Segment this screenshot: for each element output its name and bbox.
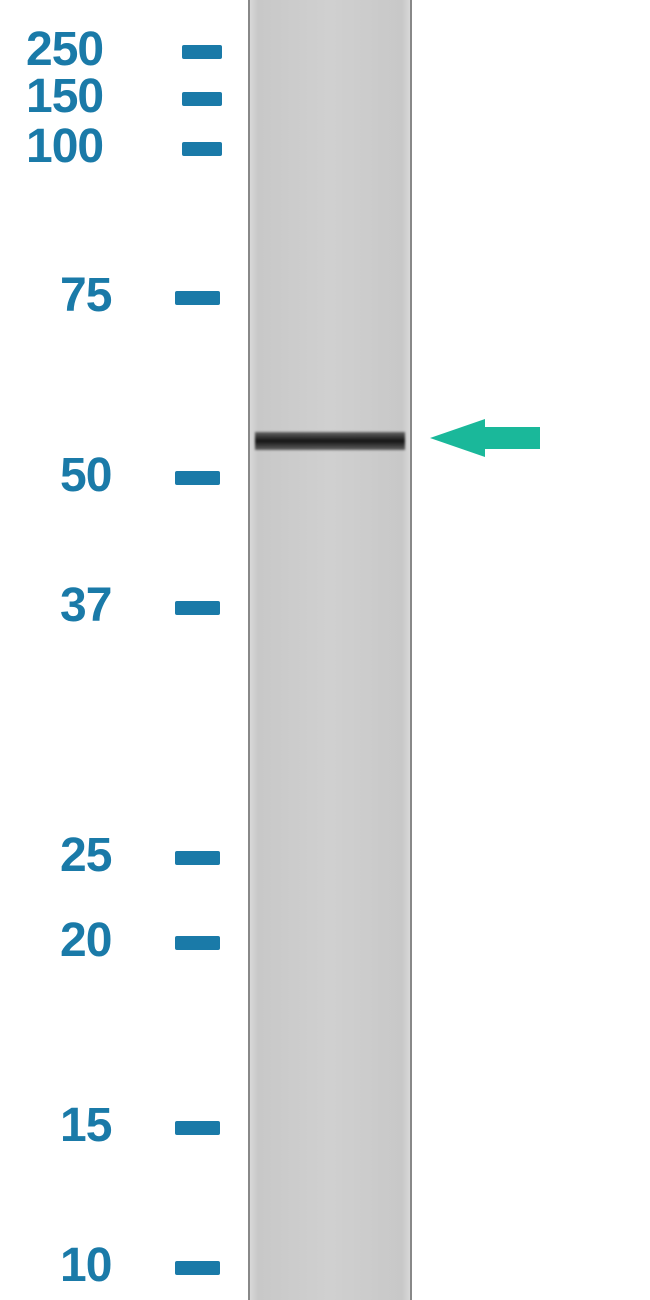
marker-label-37: 37 bbox=[60, 578, 111, 633]
marker-label-150: 150 bbox=[26, 69, 103, 124]
western-blot-figure: 25015010075503725201510 bbox=[0, 0, 650, 1300]
lane-right-border bbox=[410, 0, 412, 1300]
marker-label-50: 50 bbox=[60, 448, 111, 503]
marker-label-25: 25 bbox=[60, 828, 111, 883]
marker-label-100: 100 bbox=[26, 119, 103, 174]
marker-label-15: 15 bbox=[60, 1098, 111, 1153]
marker-tick-100 bbox=[182, 142, 222, 156]
protein-band bbox=[255, 432, 405, 450]
marker-tick-50 bbox=[175, 471, 220, 485]
marker-tick-15 bbox=[175, 1121, 220, 1135]
marker-tick-10 bbox=[175, 1261, 220, 1275]
blot-lane bbox=[250, 0, 410, 1300]
marker-label-75: 75 bbox=[60, 268, 111, 323]
marker-tick-75 bbox=[175, 291, 220, 305]
marker-label-20: 20 bbox=[60, 913, 111, 968]
marker-tick-25 bbox=[175, 851, 220, 865]
marker-label-10: 10 bbox=[60, 1238, 111, 1293]
marker-tick-250 bbox=[182, 45, 222, 59]
marker-tick-150 bbox=[182, 92, 222, 106]
marker-tick-20 bbox=[175, 936, 220, 950]
marker-tick-37 bbox=[175, 601, 220, 615]
band-indicator-arrow bbox=[420, 395, 550, 491]
